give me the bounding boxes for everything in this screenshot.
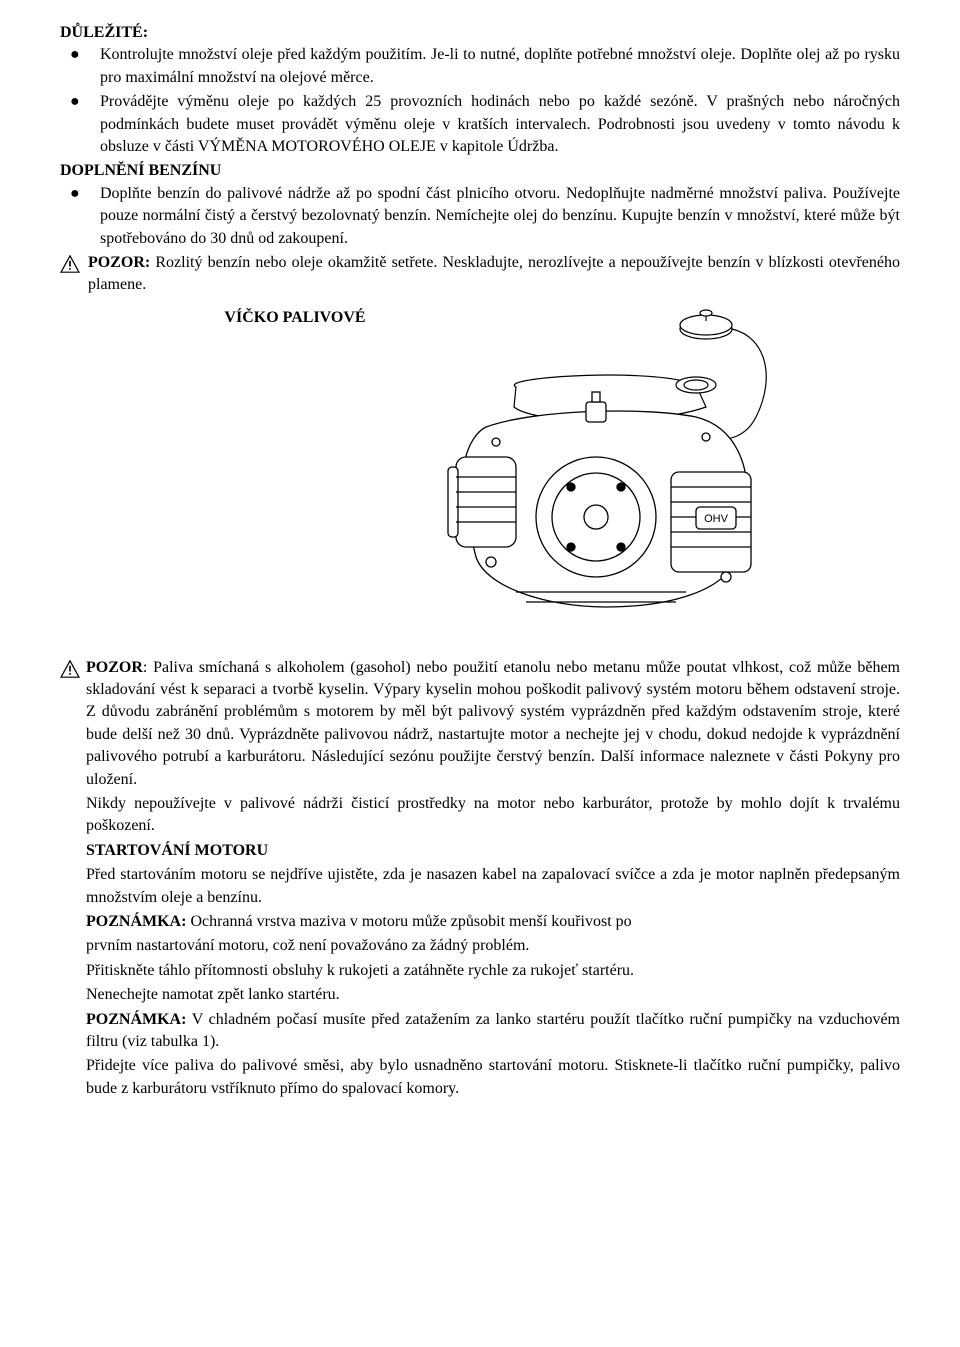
list-item: Kontrolujte množství oleje před každým p… [60, 44, 900, 89]
note1-label: POZNÁMKA: [86, 913, 186, 930]
warn2-label: POZOR [86, 659, 143, 676]
svg-text:OHV: OHV [704, 513, 729, 525]
warn2-text: : Paliva smíchaná s alkoholem (gasohol) … [86, 659, 900, 788]
figure-engine: VÍČKO PALIVOVÉ [60, 307, 900, 637]
warn1-label: POZOR: [88, 254, 150, 271]
bullet-list-1: Kontrolujte množství oleje před každým p… [60, 44, 900, 158]
warn2-para2: Nikdy nepoužívejte v palivové nádrži čis… [60, 793, 900, 838]
list-item: Provádějte výměnu oleje po každých 25 pr… [60, 91, 900, 158]
warning-icon [60, 255, 80, 273]
figure-label: VÍČKO PALIVOVÉ [164, 307, 365, 329]
warning-2: POZOR: Paliva smíchaná s alkoholem (gaso… [60, 657, 900, 791]
warning-1: POZOR: Rozlitý benzín nebo oleje okamžit… [60, 252, 900, 297]
bullet-list-fuel: Doplňte benzín do palivové nádrže až po … [60, 183, 900, 250]
heading-important: DŮLEŽITÉ: [60, 22, 900, 44]
list-item: Doplňte benzín do palivové nádrže až po … [60, 183, 900, 250]
start-p3: Nenechejte namotat zpět lanko startéru. [60, 984, 900, 1006]
note2-label: POZNÁMKA: [86, 1011, 186, 1028]
engine-illustration: OHV [396, 307, 796, 637]
start-p4: Přidejte více paliva do palivové směsi, … [60, 1055, 900, 1100]
heading-start: STARTOVÁNÍ MOTORU [60, 840, 900, 862]
start-p2: Přitiskněte táhlo přítomnosti obsluhy k … [60, 960, 900, 982]
start-p1: Před startováním motoru se nejdříve ujis… [60, 864, 900, 909]
warn1-text: Rozlitý benzín nebo oleje okamžitě setře… [88, 254, 900, 293]
note1-line2: prvním nastartování motoru, což není pov… [60, 935, 900, 957]
heading-fuel: DOPLNĚNÍ BENZÍNU [60, 160, 900, 182]
note1-text: Ochranná vrstva maziva v motoru může způ… [186, 913, 631, 930]
warning-icon [60, 660, 80, 678]
note2-text: V chladném počasí musíte před zatažením … [86, 1011, 900, 1050]
